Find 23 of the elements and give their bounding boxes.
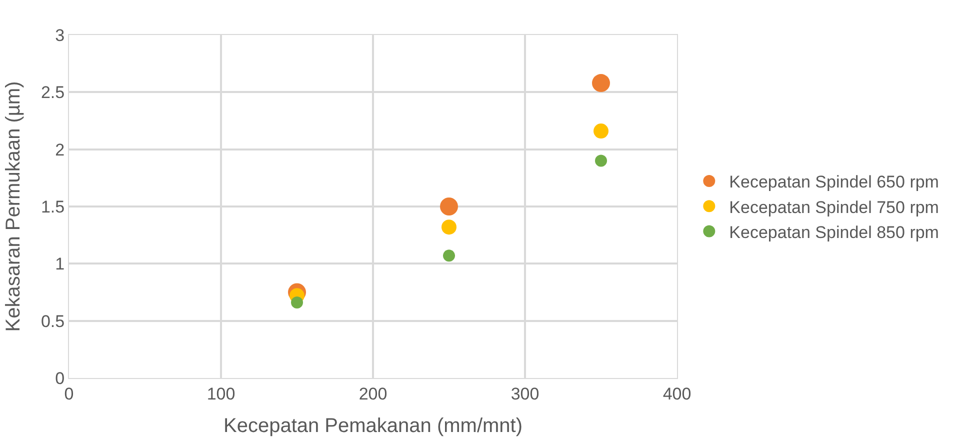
x-tick-label: 300 — [510, 384, 540, 404]
legend-label: Kecepatan Spindel 650 rpm — [729, 172, 939, 192]
x-tick-label: 200 — [358, 384, 388, 404]
point — [291, 296, 303, 309]
y-tick-label: 1 — [55, 254, 65, 274]
y-tick-label: 3 — [55, 26, 65, 45]
y-tick-label: 2.5 — [40, 83, 65, 102]
legend-label: Kecepatan Spindel 850 rpm — [729, 222, 939, 242]
x-tick-label: 100 — [206, 384, 236, 404]
y-tick-label: 2 — [55, 140, 65, 160]
x-tick-label: 400 — [662, 384, 692, 404]
point — [442, 220, 456, 235]
y-tick-label: 0 — [55, 368, 65, 388]
point — [595, 154, 607, 167]
point — [594, 124, 608, 139]
point — [443, 250, 455, 262]
point — [592, 74, 610, 92]
x-axis-title: Kecepatan Pemakanan (mm/mnt) — [223, 414, 523, 437]
y-tick-label: 0.5 — [40, 312, 65, 331]
point — [440, 198, 458, 216]
legend-label: Kecepatan Spindel 750 rpm — [729, 198, 939, 217]
y-axis-title: Kekasaran Permukaan (µm) — [2, 81, 24, 332]
y-tick-label: 1.5 — [40, 197, 65, 216]
